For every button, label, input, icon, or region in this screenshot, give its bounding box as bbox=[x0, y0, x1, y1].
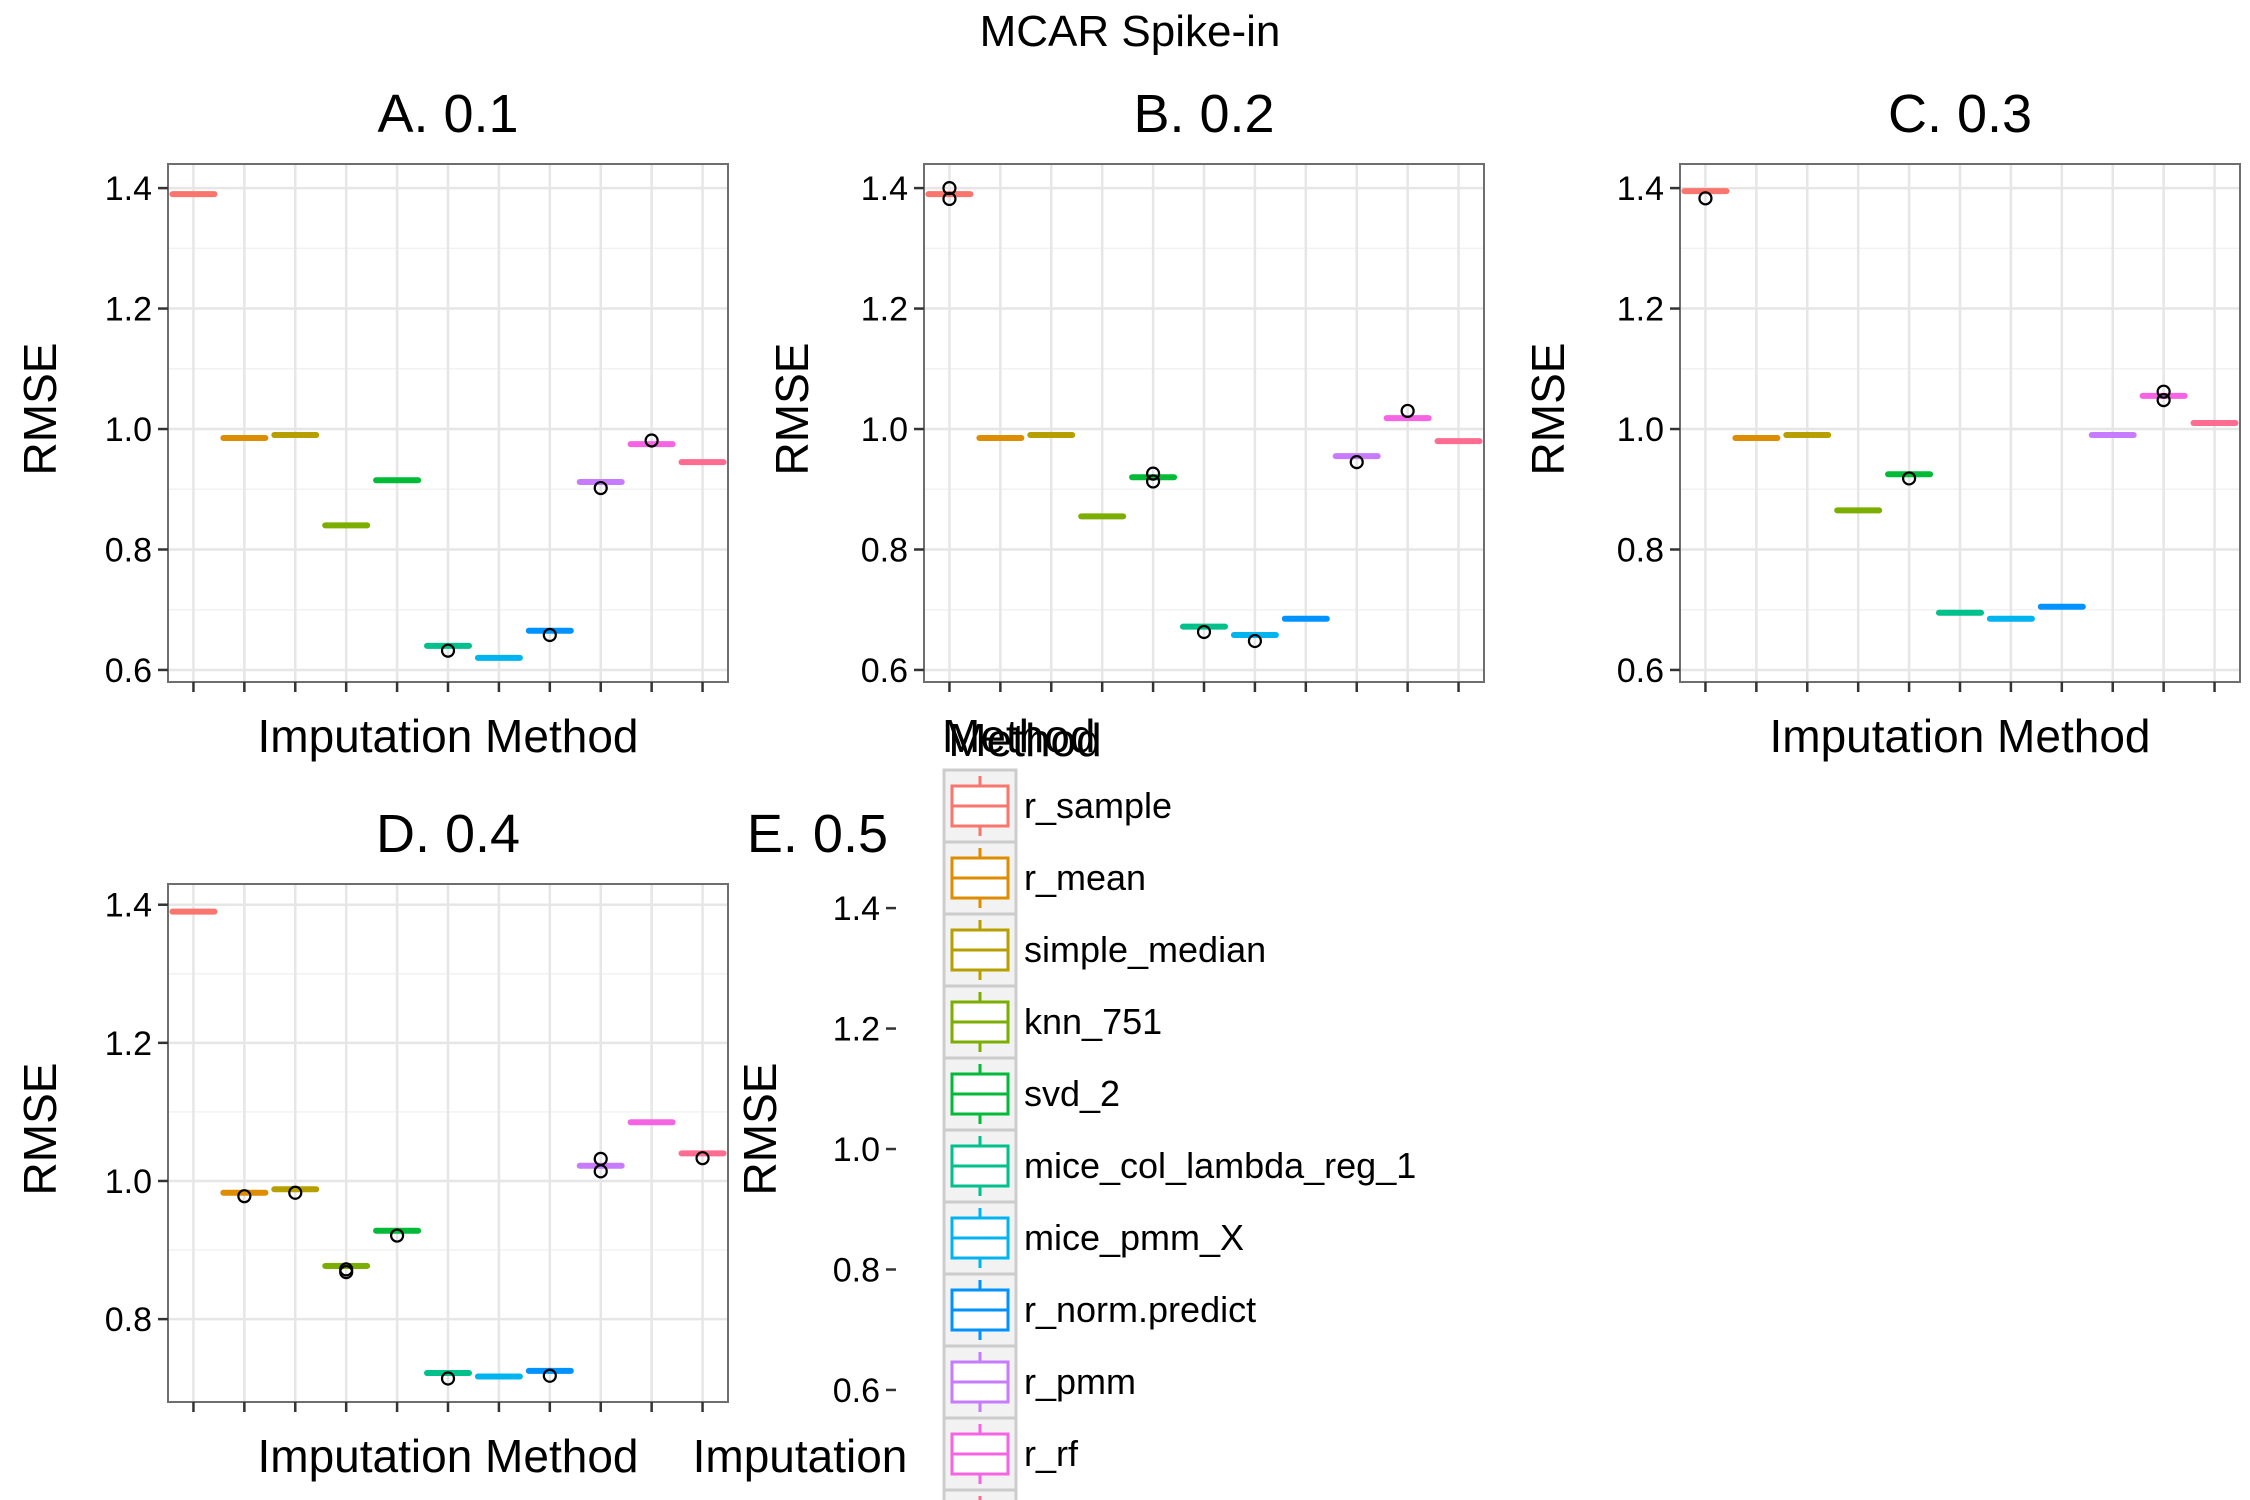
x-axis-label: Imputation Method bbox=[257, 1430, 638, 1482]
legend-label: knn_751 bbox=[1024, 1001, 1162, 1042]
y-tick-label: 1.0 bbox=[861, 411, 908, 449]
outlier-point bbox=[1145, 474, 1161, 489]
y-tick-label: 1.2 bbox=[861, 291, 908, 329]
outlier-point bbox=[695, 1151, 710, 1166]
outlier-point bbox=[1400, 403, 1415, 419]
outlier-point bbox=[593, 1164, 608, 1179]
y-tick-label: 1.0 bbox=[105, 1163, 152, 1201]
legend-entry: r_mean bbox=[942, 840, 1146, 916]
y-tick-label: 0.8 bbox=[833, 1251, 880, 1289]
y-tick-label: 1.2 bbox=[105, 291, 152, 329]
outlier-point bbox=[942, 191, 957, 207]
outlier-point bbox=[593, 480, 608, 496]
legend-label: simple_median bbox=[1024, 929, 1266, 970]
legend-entry: mice_pmm_X bbox=[942, 1200, 1244, 1276]
outlier-point bbox=[1247, 633, 1263, 649]
y-tick-label: 0.6 bbox=[1617, 652, 1664, 690]
y-tick-label: 1.0 bbox=[105, 411, 152, 449]
outlier-point bbox=[942, 180, 957, 196]
outlier-point bbox=[440, 643, 456, 658]
legend-label: mice_pmm_X bbox=[1024, 1217, 1244, 1258]
legend-label: r_pmm bbox=[1024, 1361, 1136, 1402]
outlier-point bbox=[2156, 393, 2171, 408]
y-tick-label: 1.2 bbox=[833, 1011, 880, 1049]
y-tick-label: 0.6 bbox=[861, 652, 908, 690]
x-axis-label: Imputation Method bbox=[257, 710, 638, 762]
outlier-point bbox=[542, 627, 557, 643]
y-tick-label: 0.6 bbox=[105, 652, 152, 690]
legend-entry: r_rf bbox=[942, 1416, 1079, 1492]
y-tick-label: 1.4 bbox=[833, 890, 880, 928]
outlier-point bbox=[1698, 191, 1713, 206]
figure-title: MCAR Spike-in bbox=[980, 7, 1281, 56]
outlier-point bbox=[389, 1228, 405, 1243]
y-tick-label: 0.8 bbox=[105, 531, 152, 569]
y-tick-label: 1.2 bbox=[1617, 291, 1664, 329]
x-axis-label: Imputation bbox=[693, 1430, 908, 1482]
panel-title: D. 0.4 bbox=[376, 804, 520, 864]
legend-title: Method bbox=[942, 710, 1095, 762]
legend-entry bbox=[942, 1488, 1018, 1500]
outlier-point bbox=[1901, 471, 1917, 486]
y-tick-label: 1.4 bbox=[861, 170, 908, 208]
y-tick-label: 1.0 bbox=[1617, 411, 1664, 449]
legend-entry: knn_751 bbox=[942, 984, 1162, 1060]
panel-title: A. 0.1 bbox=[377, 84, 518, 144]
outlier-point bbox=[288, 1185, 303, 1200]
panel-title: B. 0.2 bbox=[1133, 84, 1274, 144]
y-axis-label: RMSE bbox=[734, 1063, 786, 1196]
legend: Method r_sample r_mean simple_median knn_751… bbox=[942, 710, 1416, 1500]
y-tick-label: 1.4 bbox=[1617, 170, 1664, 208]
legend-label: r_rf bbox=[1024, 1433, 1079, 1474]
y-tick-label: 1.2 bbox=[105, 1025, 152, 1063]
panel-title: C. 0.3 bbox=[1888, 84, 2032, 144]
outlier-point bbox=[644, 433, 659, 448]
outlier-point bbox=[237, 1189, 252, 1204]
outlier-point bbox=[1196, 624, 1212, 640]
y-tick-label: 0.8 bbox=[1617, 531, 1664, 569]
panel-2: B. 0.2 0.6 0.8 1.0 1.2 1.4 Method RMSE bbox=[766, 84, 1485, 766]
y-tick-label: 1.4 bbox=[105, 170, 152, 208]
panel-5: E. 0.5 0.6 0.8 1.0 1.2 1.4 Imputation RMSE bbox=[693, 804, 908, 1482]
legend-label: svd_2 bbox=[1024, 1073, 1120, 1114]
legend-entry: svd_2 bbox=[942, 1056, 1120, 1132]
outlier-point bbox=[2156, 384, 2171, 399]
y-tick-label: 0.6 bbox=[833, 1372, 880, 1410]
legend-entry: mice_col_lambda_reg_1 bbox=[942, 1128, 1416, 1204]
outlier-point bbox=[440, 1371, 456, 1386]
outlier-point bbox=[1349, 455, 1364, 470]
y-tick-label: 1.4 bbox=[105, 887, 152, 925]
panel-1: A. 0.1 0.6 0.8 1.0 1.2 1.4 Imputation Method RM… bbox=[14, 84, 729, 762]
legend-entry: r_pmm bbox=[942, 1344, 1136, 1420]
y-tick-label: 1.0 bbox=[833, 1131, 880, 1169]
legend-entry: r_norm.predict bbox=[942, 1272, 1256, 1348]
panel-title: E. 0.5 bbox=[747, 804, 888, 864]
outlier-point bbox=[339, 1265, 354, 1280]
y-axis-label: RMSE bbox=[14, 343, 66, 476]
panel-3: C. 0.3 0.6 0.8 1.0 1.2 1.4 Imputation Method RM… bbox=[1522, 84, 2241, 762]
panel-4: D. 0.4 0.8 1.0 1.2 1.4 Imputation Method RMSE bbox=[14, 804, 729, 1482]
legend-entry: simple_median bbox=[942, 912, 1266, 988]
x-axis-label: Method bbox=[948, 714, 1101, 766]
x-axis-label: Imputation Method bbox=[1769, 710, 2150, 762]
outlier-point bbox=[1145, 466, 1161, 481]
legend-entry: r_sample bbox=[942, 768, 1172, 844]
legend-label: r_mean bbox=[1024, 857, 1146, 898]
y-axis-label: RMSE bbox=[14, 1063, 66, 1196]
legend-label: r_norm.predict bbox=[1024, 1289, 1256, 1330]
y-axis-label: RMSE bbox=[766, 343, 818, 476]
legend-label: r_sample bbox=[1024, 785, 1172, 826]
y-tick-label: 0.8 bbox=[105, 1301, 152, 1339]
y-axis-label: RMSE bbox=[1522, 343, 1574, 476]
y-tick-label: 0.8 bbox=[861, 531, 908, 569]
outlier-point bbox=[542, 1368, 557, 1383]
legend-key-background bbox=[942, 1488, 1018, 1500]
chart-panels: A. 0.1 0.6 0.8 1.0 1.2 1.4 Imputation Method RM… bbox=[14, 84, 2241, 1482]
legend-label: mice_col_lambda_reg_1 bbox=[1024, 1145, 1416, 1186]
